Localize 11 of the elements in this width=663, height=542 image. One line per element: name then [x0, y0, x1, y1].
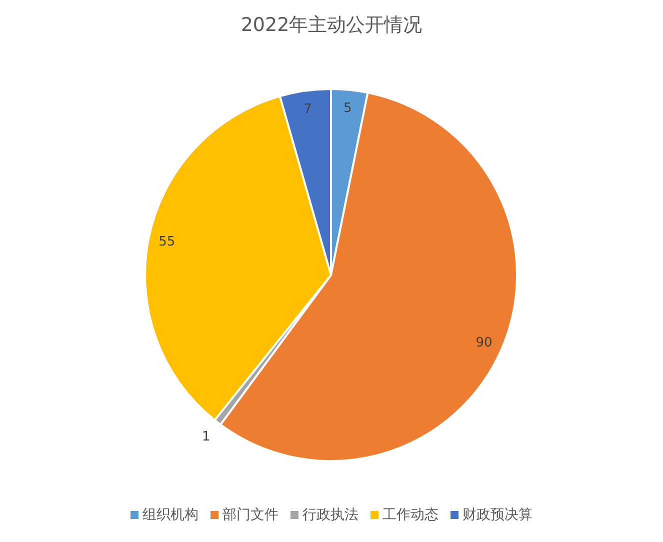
data-label: 90 [476, 335, 492, 350]
data-label: 7 [304, 102, 312, 117]
data-label: 5 [343, 100, 352, 116]
legend-label: 工作动态 [382, 506, 438, 523]
legend-label: 财政预决算 [462, 506, 532, 523]
data-label: 55 [158, 234, 176, 250]
legend-label: 组织机构 [142, 506, 198, 523]
legend-label: 行政执法 [302, 506, 358, 523]
legend-label: 部门文件 [222, 506, 278, 523]
chart-title: 2022年主动公开情况 [240, 14, 422, 36]
data-label: 1 [202, 430, 210, 445]
